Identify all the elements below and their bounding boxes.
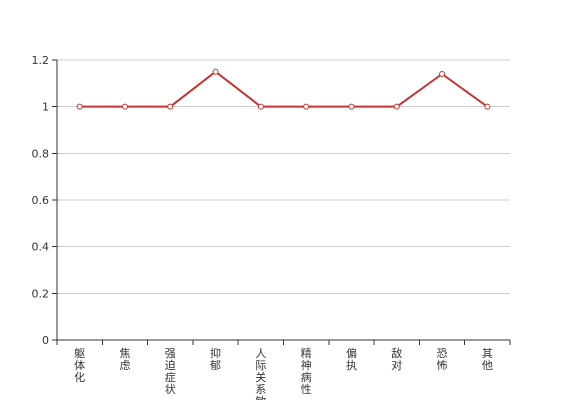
data-point[interactable]	[439, 71, 446, 77]
x-category-label: 其他	[482, 347, 493, 372]
data-point[interactable]	[257, 103, 264, 110]
axes	[52, 59, 511, 345]
data-point[interactable]	[121, 103, 128, 110]
data-point[interactable]	[484, 103, 491, 110]
x-category-label: 抑郁	[210, 346, 221, 372]
y-tick-label: 0.6	[32, 194, 50, 207]
data-point[interactable]	[303, 103, 310, 110]
x-category-label: 躯体化	[74, 347, 85, 384]
data-point[interactable]	[76, 103, 83, 110]
x-category-label: 人际关系敏感	[255, 347, 266, 400]
x-category-label: 焦虑	[119, 347, 130, 372]
axis-labels: 0 0.2 0.4 0.6 0.8 1 1.2 躯体化 焦虑 强迫症状 抑郁 人际关系敏感 精神病性 偏执…	[32, 54, 493, 400]
x-category-label: 恐怖	[437, 347, 448, 372]
data-points	[76, 68, 491, 110]
y-tick-label: 0.4	[32, 241, 50, 254]
data-point[interactable]	[167, 103, 174, 110]
y-tick-label: 1.2	[32, 54, 50, 67]
series-line	[79, 70, 488, 108]
gridlines	[57, 59, 510, 294]
series-lines	[79, 70, 488, 108]
y-tick-label: 0.2	[32, 287, 50, 300]
x-category-label: 敌对	[391, 346, 402, 372]
x-category-label: 强迫症状	[165, 347, 176, 396]
data-point[interactable]	[393, 103, 400, 110]
data-point[interactable]	[212, 68, 219, 75]
data-point[interactable]	[348, 103, 355, 110]
x-category-label: 偏执	[346, 346, 357, 372]
y-tick-label: 1	[42, 101, 49, 114]
y-tick-label: 0.8	[32, 147, 50, 160]
y-tick-label: 0	[42, 334, 49, 347]
x-category-label: 精神病性	[301, 347, 312, 396]
